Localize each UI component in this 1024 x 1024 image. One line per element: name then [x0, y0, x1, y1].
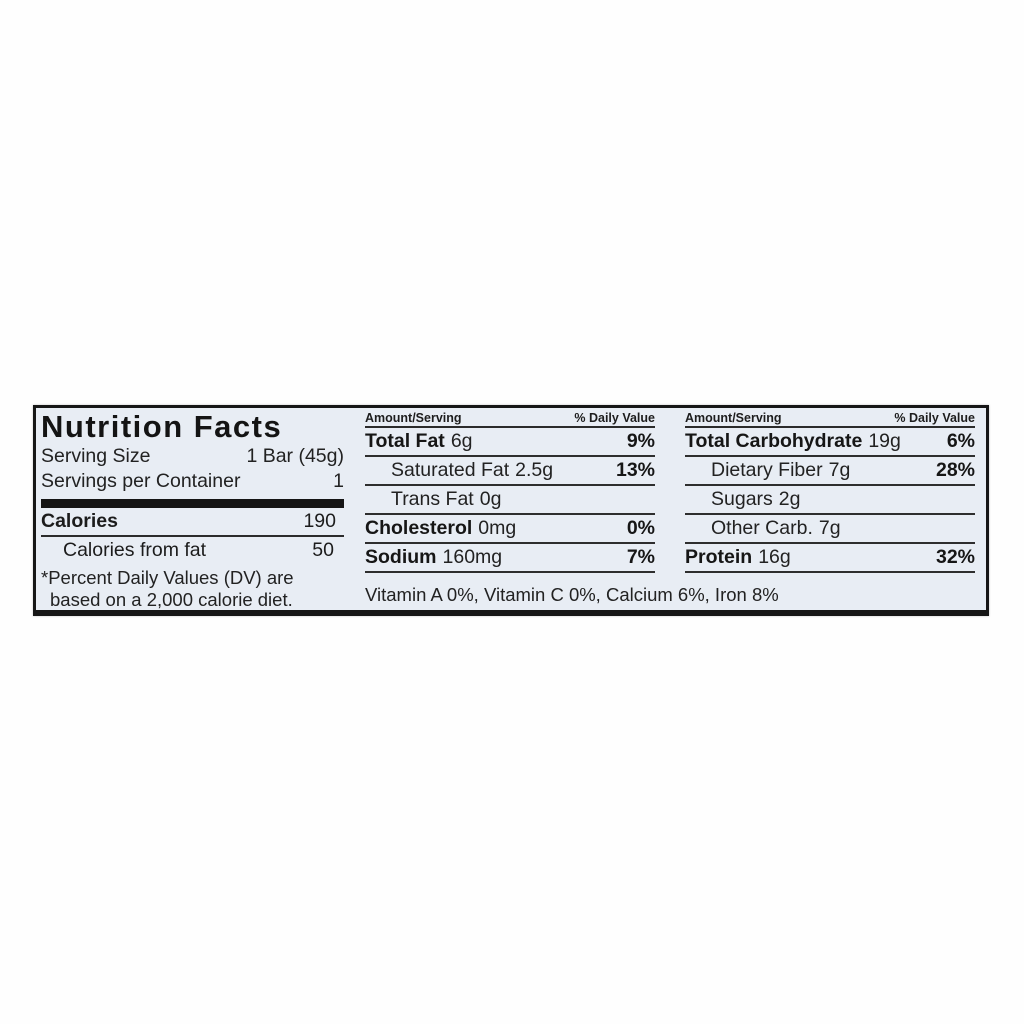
nutrient-daily-value: 32% — [935, 546, 975, 568]
nutrient-name: Cholesterol — [365, 517, 473, 539]
daily-value-header: % Daily Value — [574, 411, 655, 425]
serving-size-value: 1 Bar (45g) — [246, 445, 344, 467]
nutrient-name: Total Fat — [365, 430, 445, 452]
nutrient-column-carb-protein: Amount/Serving % Daily Value Total Carbo… — [685, 411, 975, 573]
nutrient-name: Dietary Fiber — [711, 459, 823, 481]
daily-values-footnote: *Percent Daily Values (DV) are based on … — [41, 567, 294, 610]
nutrient-amount: 16g — [758, 546, 791, 568]
nutrient-name: Trans Fat — [391, 488, 474, 510]
nutrient-column-fat-sodium: Amount/Serving % Daily Value Total Fat 6… — [365, 411, 655, 573]
nutrient-daily-value: 9% — [626, 430, 655, 452]
nutrient-amount: 19g — [868, 430, 901, 452]
serving-size-row: Serving Size 1 Bar (45g) — [41, 444, 344, 469]
section-divider-bar — [41, 499, 344, 508]
nutrient-row-trans-fat: Trans Fat 0g — [365, 486, 655, 515]
nutrient-amount: 160mg — [442, 546, 503, 568]
servings-per-container-value: 1 — [333, 470, 344, 492]
calories-value: 190 — [303, 510, 336, 532]
nutrient-daily-value: 13% — [615, 459, 655, 481]
nutrient-row-other-carb: Other Carb. 7g — [685, 515, 975, 544]
nutrient-daily-value: 0% — [626, 517, 655, 539]
serving-size-label: Serving Size — [41, 445, 151, 467]
nutrient-row-total-fat: Total Fat 6g 9% — [365, 428, 655, 457]
nutrient-amount: 7g — [818, 517, 841, 539]
calories-label: Calories — [41, 510, 118, 532]
nutrient-row-total-carbohydrate: Total Carbohydrate 19g 6% — [685, 428, 975, 457]
calories-from-fat-label: Calories from fat — [63, 539, 207, 561]
nutrient-row-sugars: Sugars 2g — [685, 486, 975, 515]
calories-row: Calories 190 — [41, 508, 344, 537]
nutrient-name: Other Carb. — [711, 517, 813, 539]
nutrient-row-saturated-fat: Saturated Fat 2.5g 13% — [365, 457, 655, 486]
nutrition-facts-inner: Nutrition Facts Serving Size 1 Bar (45g)… — [36, 408, 986, 610]
nutrient-amount: 7g — [828, 459, 851, 481]
nutrition-summary-panel: Nutrition Facts Serving Size 1 Bar (45g)… — [41, 409, 344, 610]
daily-value-header: % Daily Value — [894, 411, 975, 425]
nutrient-amount: 6g — [450, 430, 473, 452]
nutrient-daily-value: 6% — [946, 430, 975, 452]
vitamins-minerals-line: Vitamin A 0%, Vitamin C 0%, Calcium 6%, … — [365, 584, 779, 605]
nutrient-amount: 2g — [778, 488, 801, 510]
amount-serving-header: Amount/Serving — [685, 411, 782, 425]
nutrient-name: Total Carbohydrate — [685, 430, 863, 452]
nutrient-row-sodium: Sodium 160mg 7% — [365, 544, 655, 573]
servings-per-container-label: Servings per Container — [41, 470, 241, 492]
nutrient-amount: 2.5g — [515, 459, 554, 481]
column-header: Amount/Serving % Daily Value — [365, 411, 655, 428]
nutrient-row-protein: Protein 16g 32% — [685, 544, 975, 573]
column-header: Amount/Serving % Daily Value — [685, 411, 975, 428]
calories-from-fat-value: 50 — [312, 539, 334, 561]
nutrition-facts-title: Nutrition Facts — [41, 409, 283, 444]
nutrient-row-dietary-fiber: Dietary Fiber 7g 28% — [685, 457, 975, 486]
servings-per-container-row: Servings per Container 1 — [41, 469, 344, 494]
nutrient-name: Sugars — [711, 488, 773, 510]
nutrient-amount: 0mg — [478, 517, 517, 539]
nutrient-daily-value: 28% — [935, 459, 975, 481]
amount-serving-header: Amount/Serving — [365, 411, 462, 425]
nutrient-name: Protein — [685, 546, 753, 568]
nutrient-name: Sodium — [365, 546, 437, 568]
nutrition-facts-label: Nutrition Facts Serving Size 1 Bar (45g)… — [33, 405, 989, 616]
nutrient-amount: 0g — [479, 488, 502, 510]
nutrient-row-cholesterol: Cholesterol 0mg 0% — [365, 515, 655, 544]
nutrient-name: Saturated Fat — [391, 459, 510, 481]
nutrient-daily-value: 7% — [626, 546, 655, 568]
calories-from-fat-row: Calories from fat 50 — [41, 537, 344, 563]
